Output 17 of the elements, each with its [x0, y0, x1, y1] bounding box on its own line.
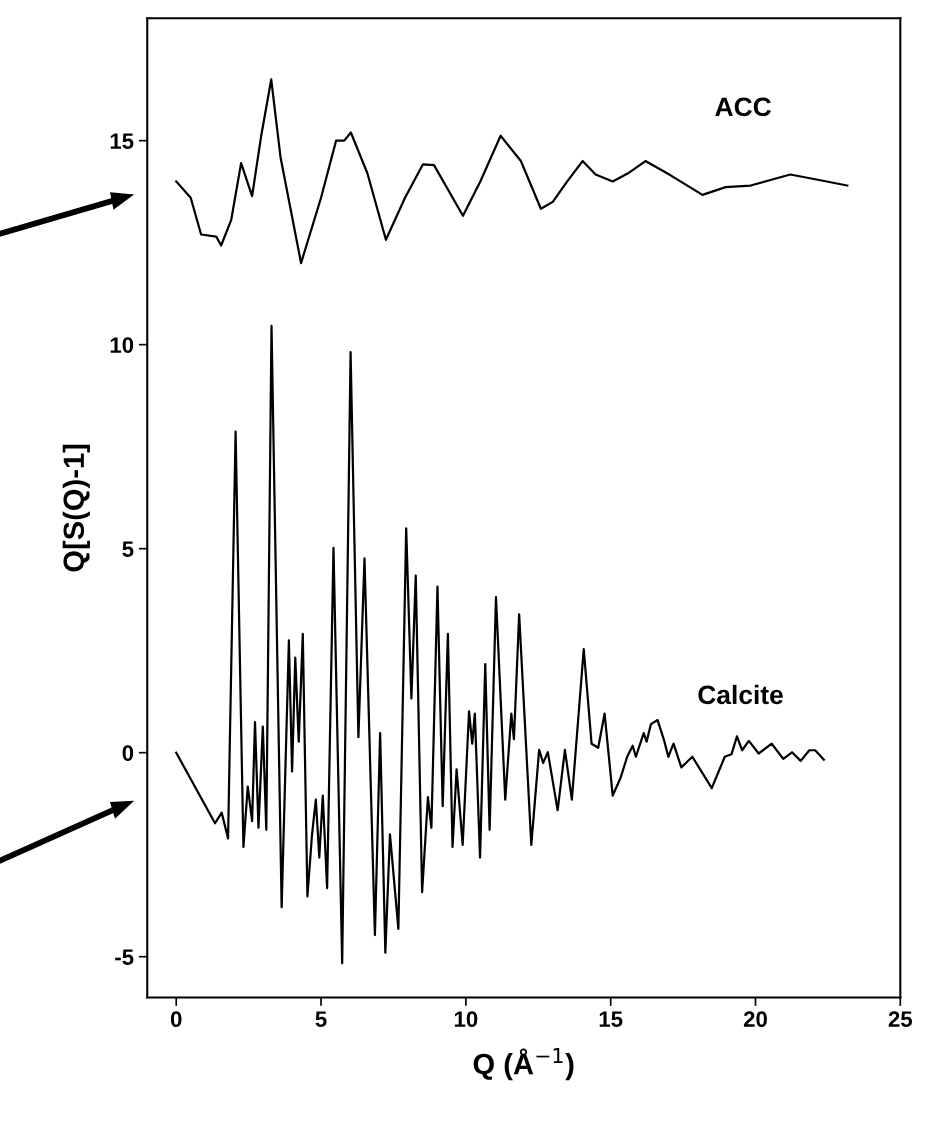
line-series [175, 78, 849, 265]
y-tick-label: 5 [122, 541, 134, 557]
y-axis-title: Q[S(Q)-1] [62, 444, 90, 572]
text: ACC [715, 97, 772, 117]
x-tick-label: 25 [888, 1011, 913, 1028]
series-label: Calcite [698, 684, 783, 705]
x-tick-label: 15 [599, 1011, 623, 1028]
x-tick-label: 20 [743, 1011, 767, 1028]
y-tick-label: 15 [110, 133, 134, 149]
y-tick-label: -5 [115, 949, 134, 965]
line-series [175, 324, 825, 965]
y-tick-label: 10 [110, 337, 134, 353]
x-tick-label: 5 [315, 1011, 327, 1028]
x-axis-title: Q (Å$^{−1}$) [473, 1048, 574, 1081]
y-tick-label: 0 [122, 745, 134, 761]
x-tick-label: 10 [454, 1011, 478, 1028]
x-tick-label: 0 [170, 1011, 182, 1028]
